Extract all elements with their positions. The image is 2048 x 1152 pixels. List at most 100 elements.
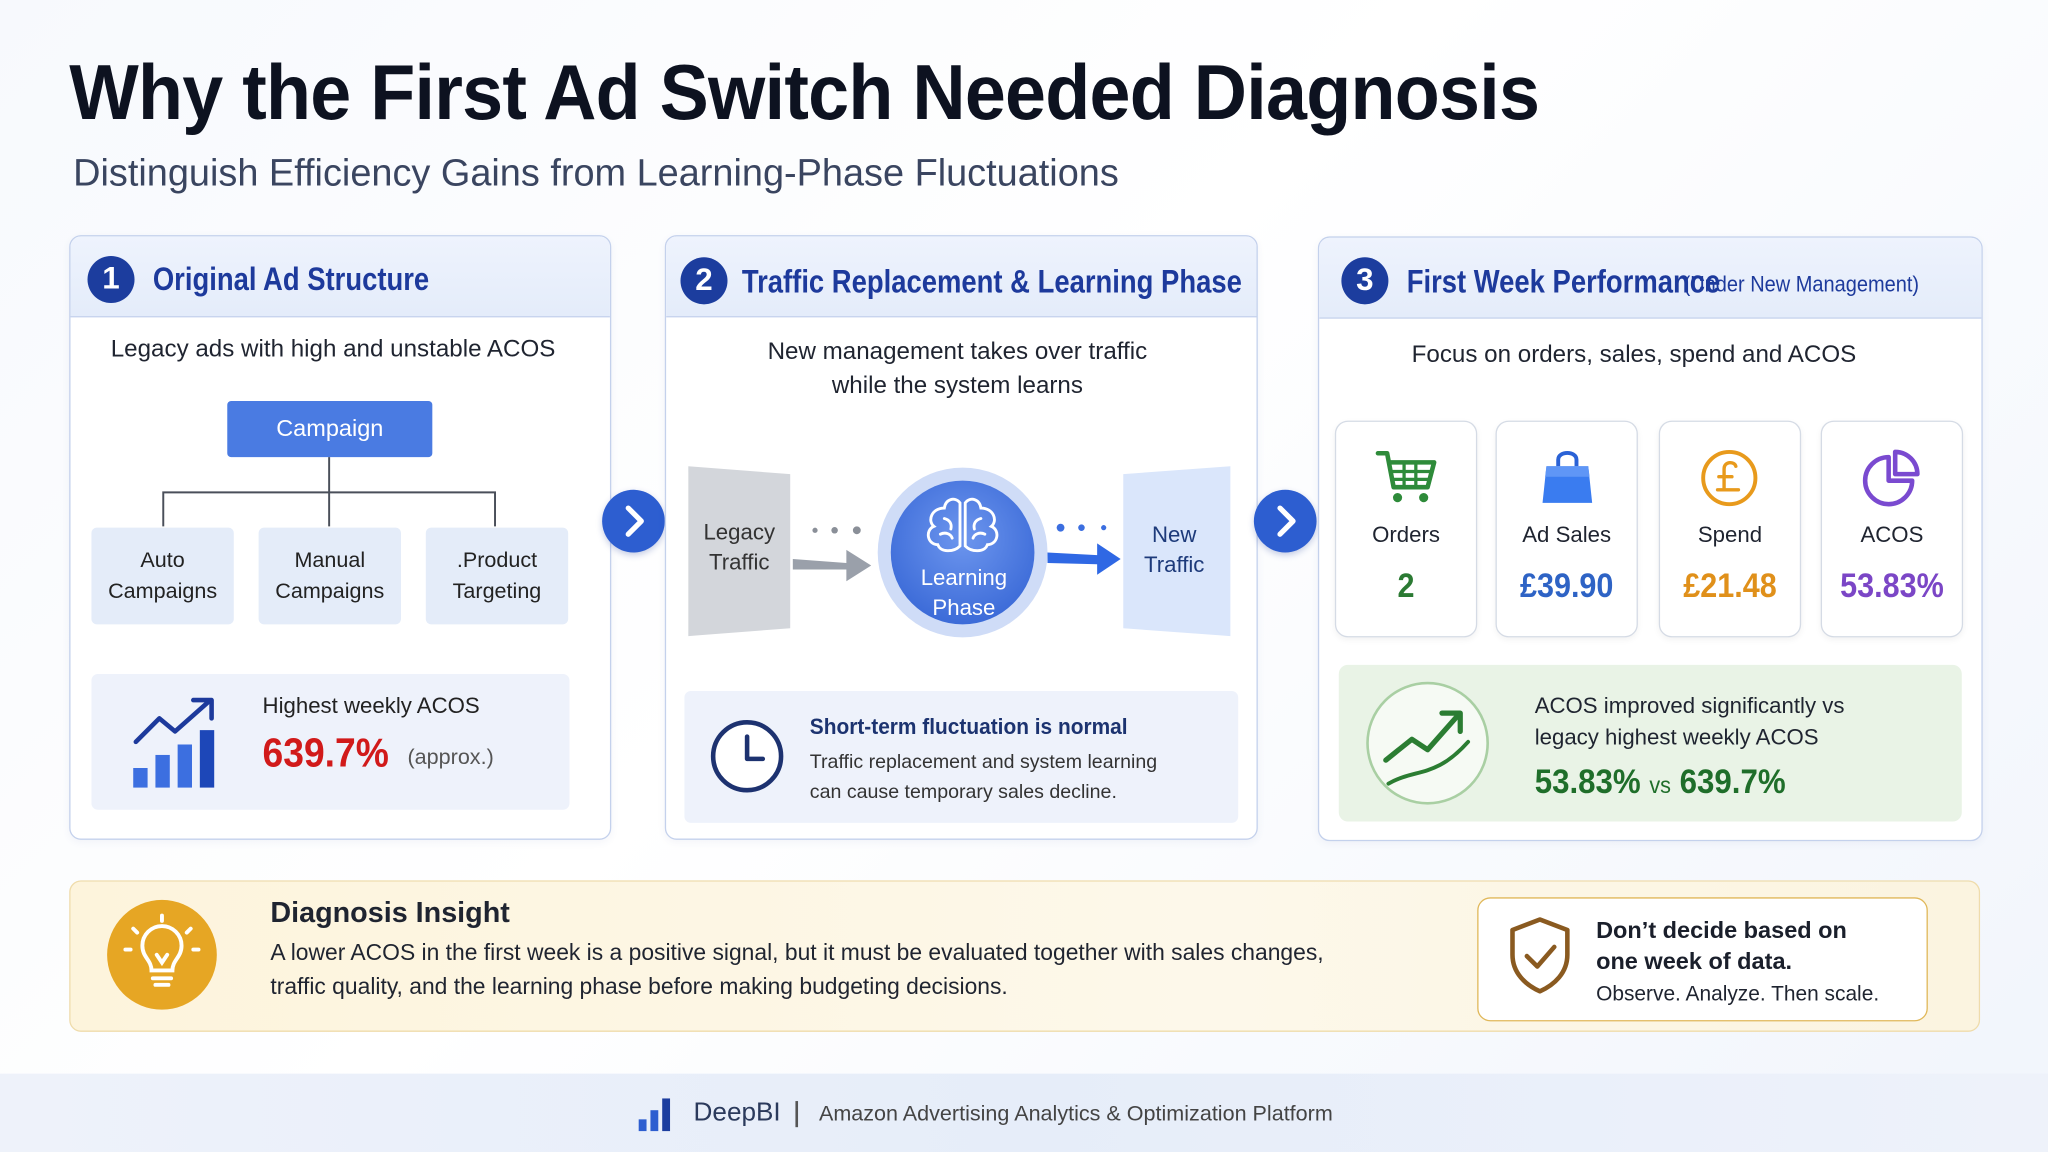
path-shape [963, 497, 999, 553]
bulb-icon [107, 899, 217, 1010]
path-shape [1545, 466, 1590, 477]
rect-shape [650, 1110, 659, 1132]
circle-shape [812, 527, 818, 533]
panel-description: Focus on orders, sales, spend and ACOS [1411, 339, 1857, 368]
comparison-values: 53.83% vs 639.7% [1535, 761, 1786, 801]
step-arrow [602, 489, 665, 553]
path-shape [1524, 944, 1557, 969]
circle-shape [890, 480, 1035, 625]
flow-source: Legacy Traffic [703, 519, 776, 575]
metric-value: £39.90 [1519, 565, 1614, 605]
footer-divider [795, 1101, 798, 1128]
highlight-note: (approx.) [407, 745, 494, 770]
panel-header [1319, 237, 1982, 319]
path-shape [1715, 460, 1741, 492]
comparison-separator: vs [1649, 771, 1671, 799]
path-shape [133, 699, 212, 745]
path-shape [1123, 466, 1231, 637]
highlight-label: Highest weekly ACOS [262, 693, 480, 719]
footer-tagline: Amazon Advertising Analytics & Optimizat… [818, 1102, 1333, 1126]
metric-label: ACOS [1860, 522, 1924, 548]
path-shape [1277, 505, 1296, 537]
metric-card: Ad Sales £39.90 [1495, 420, 1638, 638]
flow-graphics [688, 466, 1231, 638]
note-text: Traffic replacement and system learning … [809, 751, 1158, 804]
g-shape [926, 497, 999, 553]
path-shape [1386, 739, 1471, 786]
circle-shape [1392, 493, 1403, 503]
path-shape [1439, 710, 1463, 735]
path-shape [1375, 450, 1437, 490]
svg-shape [1277, 505, 1296, 537]
metric-label: Orders [1372, 522, 1440, 548]
circle-shape [1101, 525, 1107, 531]
path-shape [1510, 917, 1570, 994]
insight-text: A lower ACOS in the first week is a posi… [270, 939, 1324, 1000]
bag-icon [1542, 450, 1593, 503]
brand-logo [638, 1098, 671, 1132]
path-shape [1556, 450, 1579, 467]
svg-shape [625, 505, 644, 537]
metric-card: Spend £21.48 [1658, 420, 1802, 638]
rect-shape [133, 767, 148, 788]
path-shape [1392, 462, 1432, 488]
panel-title-note: (Under New Management) [1683, 271, 1920, 297]
circle-shape [1078, 524, 1085, 531]
panel-header [666, 236, 1257, 318]
metric-value: 53.83% [1840, 565, 1944, 605]
panel-header [70, 236, 610, 318]
shield-icon [1510, 917, 1570, 994]
step-number: 2 [680, 257, 728, 305]
path-shape [625, 505, 644, 537]
pound-icon [1701, 449, 1758, 507]
flow-phase: Learning Phase [920, 565, 1008, 621]
path-shape [162, 457, 496, 527]
path-shape [140, 924, 184, 973]
circle-shape [1419, 493, 1429, 503]
rect-shape [638, 1119, 647, 1132]
circle-shape [1056, 523, 1065, 532]
clock-icon [710, 719, 784, 793]
callout-title: Don’t decide based on one week of data. [1596, 916, 1847, 975]
comparison-text: ACOS improved significantly vs legacy hi… [1534, 693, 1845, 750]
path-shape [926, 497, 962, 553]
panel-title: First Week Performance [1406, 263, 1721, 301]
panel-title: Traffic Replacement & Learning Phase [741, 263, 1242, 301]
path-shape [191, 697, 214, 721]
path-shape [1892, 449, 1920, 477]
step-number: 1 [87, 255, 135, 304]
footer-brand: DeepBI [693, 1098, 781, 1128]
callout-text: Observe. Analyze. Then scale. [1596, 983, 1880, 1006]
cart-icon [1375, 450, 1437, 503]
metric-value: £21.48 [1683, 565, 1777, 605]
campaign-child: Manual Campaigns [258, 527, 401, 625]
rect-shape [155, 754, 170, 788]
chart-icon [133, 697, 215, 788]
campaign-child: .Product Targeting [425, 527, 569, 625]
path-shape [744, 734, 766, 762]
subtitle: Distinguish Efficiency Gains from Learni… [73, 152, 1119, 195]
highlight-box [91, 673, 570, 810]
circle-shape [852, 526, 861, 535]
flow-target: New Traffic [1143, 522, 1205, 578]
campaign-child: Auto Campaigns [91, 527, 234, 625]
path-shape [1862, 454, 1915, 507]
path-shape [1047, 543, 1121, 575]
campaign-root: Campaign [227, 400, 433, 458]
rect-shape [662, 1098, 671, 1132]
step-arrow [1253, 489, 1317, 553]
note-title: Short-term fluctuation is normal [809, 714, 1128, 740]
highlight-value: 639.7% [262, 730, 389, 776]
rect-shape [199, 730, 215, 788]
path-shape [150, 952, 174, 987]
path-shape [123, 913, 201, 952]
insight-title: Diagnosis Insight [270, 895, 510, 929]
metric-label: Ad Sales [1522, 522, 1612, 548]
circle-shape [831, 527, 838, 534]
path-shape [792, 549, 872, 582]
metric-card: Orders 2 [1334, 420, 1478, 638]
metric-label: Spend [1697, 522, 1763, 548]
